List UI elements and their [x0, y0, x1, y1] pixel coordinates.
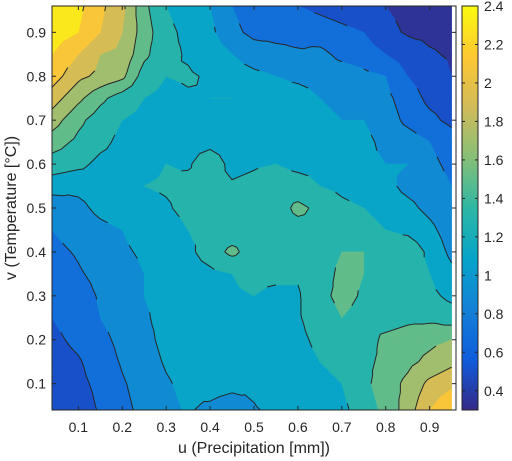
- x-tick-label: 0.1: [69, 419, 89, 435]
- colorbar-tick-label: 0.6: [484, 344, 504, 360]
- contour-line-2.2: [82, 6, 85, 12]
- x-tick-label: 0.3: [156, 419, 176, 435]
- colorbar-ticks: 0.4 0.6 0.8 1 1.2 1.4 1.6 1.8 2 2.2 2.4: [462, 0, 504, 399]
- contour-line-0.6: [60, 12, 452, 410]
- colorbar-tick-label: 2.2: [484, 36, 504, 52]
- x-axis-ticks: 0.1 0.2 0.3 0.4 0.5 0.6 0.7 0.8 0.9: [69, 6, 440, 435]
- y-axis-ticks: 0.1 0.2 0.3 0.4 0.5 0.6 0.7 0.8 0.9: [27, 24, 456, 392]
- x-tick-label: 0.2: [113, 419, 133, 435]
- contour-line-1.2: [52, 23, 452, 410]
- colorbar-tick-label: 1.2: [484, 229, 504, 245]
- y-tick-label: 0.2: [27, 332, 47, 348]
- colorbar: 0.4 0.6 0.8 1 1.2 1.4 1.6 1.8 2 2.2 2.4: [461, 0, 504, 411]
- contour-band-10: [52, 6, 85, 55]
- y-tick-label: 0.3: [27, 288, 47, 304]
- contour-plot-area: [52, 6, 453, 410]
- contour-line-1: [52, 26, 453, 410]
- x-axis-label: u (Precipitation [mm]): [178, 440, 330, 457]
- contour-line-1.6: [52, 6, 437, 410]
- colorbar-tick-label: 0.4: [484, 383, 504, 399]
- y-tick-label: 0.5: [27, 200, 47, 216]
- colorbar-tick-label: 1: [484, 267, 492, 283]
- x-tick-label: 0.8: [376, 419, 396, 435]
- contour-line-1.4: [52, 6, 452, 384]
- x-tick-label: 0.7: [332, 419, 352, 435]
- y-tick-label: 0.6: [27, 156, 47, 172]
- y-tick-label: 0.7: [27, 112, 47, 128]
- y-tick-label: 0.8: [27, 68, 47, 84]
- colorbar-tick-label: 1.8: [484, 113, 504, 129]
- x-tick-label: 0.9: [420, 419, 440, 435]
- colorbar-tick-label: 0.8: [484, 306, 504, 322]
- x-tick-label: 0.6: [288, 419, 308, 435]
- x-tick-label: 0.5: [244, 419, 264, 435]
- colorbar-tick-label: 2: [484, 75, 492, 91]
- contour-line-0.4: [395, 20, 448, 60]
- contour-fill-layer: [52, 6, 453, 410]
- contour-band-4: [52, 6, 453, 410]
- colorbar-tick-label: 1.6: [484, 152, 504, 168]
- contour-line-0.8: [62, 23, 445, 410]
- y-tick-label: 0.9: [27, 24, 47, 40]
- contour-line-1.8: [52, 6, 452, 410]
- contour-line-2: [52, 6, 107, 88]
- colorbar-gradient: [461, 5, 479, 411]
- y-tick-label: 0.1: [27, 376, 47, 392]
- x-tick-label: 0.4: [200, 419, 220, 435]
- colorbar-tick-label: 1.4: [484, 190, 504, 206]
- y-axis-label: v (Temperature [°C]): [3, 136, 20, 280]
- colorbar-tick-label: 2.4: [484, 0, 504, 14]
- contour-line-layer: [52, 6, 453, 410]
- y-tick-label: 0.4: [27, 244, 47, 260]
